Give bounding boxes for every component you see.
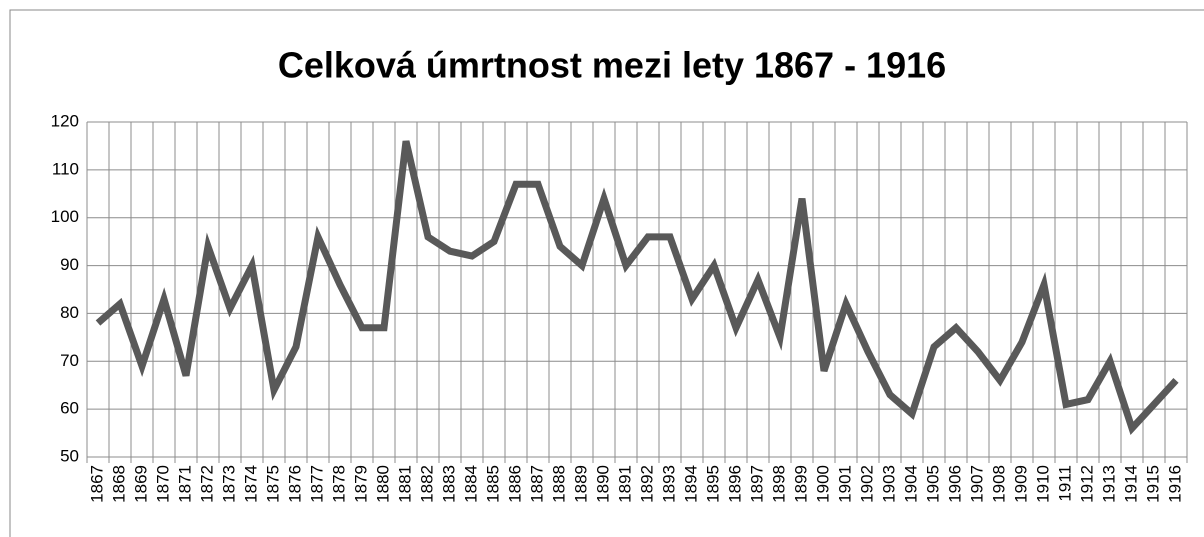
x-tick-label: 1915	[1143, 465, 1162, 503]
x-tick-label: 1909	[1011, 465, 1030, 503]
x-tick-label: 1879	[351, 465, 370, 503]
x-tick-label: 1908	[989, 465, 1008, 503]
x-tick-label: 1886	[505, 465, 524, 503]
x-tick-label: 1878	[329, 465, 348, 503]
x-tick-label: 1916	[1165, 465, 1184, 503]
x-tick-label: 1882	[417, 465, 436, 503]
y-tick-label: 120	[51, 111, 79, 130]
x-tick-label: 1891	[615, 465, 634, 503]
x-tick-label: 1892	[637, 465, 656, 503]
x-tick-label: 1912	[1077, 465, 1096, 503]
x-tick-label: 1874	[241, 465, 260, 503]
x-tick-label: 1872	[197, 465, 216, 503]
data-line	[95, 140, 1179, 436]
x-tick-label: 1903	[879, 465, 898, 503]
x-tick-label: 1905	[923, 465, 942, 503]
x-tick-label: 1889	[571, 465, 590, 503]
y-tick-label: 90	[60, 255, 79, 274]
x-tick-label: 1884	[461, 465, 480, 503]
x-tick-label: 1870	[153, 465, 172, 503]
x-tick-label: 1913	[1099, 465, 1118, 503]
x-tick-label: 1876	[285, 465, 304, 503]
x-tick-label: 1894	[681, 465, 700, 503]
y-tick-label: 80	[60, 303, 79, 322]
x-tick-label: 1902	[857, 465, 876, 503]
x-tick-label: 1869	[131, 465, 150, 503]
x-tick-label: 1871	[175, 465, 194, 503]
x-tick-label: 1910	[1033, 465, 1052, 503]
x-tick-label: 1898	[769, 465, 788, 503]
y-tick-label: 110	[52, 159, 79, 178]
x-tick-label: 1887	[527, 465, 546, 503]
x-tick-label: 1900	[813, 465, 832, 503]
x-tick-label: 1877	[307, 465, 326, 503]
x-tick-label: 1911	[1055, 465, 1074, 502]
chart-title: Celková úmrtnost mezi lety 1867 - 1916	[278, 45, 946, 86]
x-tick-label: 1895	[703, 465, 722, 503]
y-tick-label: 70	[60, 351, 79, 370]
x-tick-label: 1881	[395, 465, 414, 503]
x-tick-label: 1885	[483, 465, 502, 503]
x-tick-label: 1896	[725, 465, 744, 503]
x-tick-label: 1873	[219, 465, 238, 503]
x-tick-label: 1897	[747, 465, 766, 503]
x-tick-label: 1888	[549, 465, 568, 503]
x-tick-label: 1907	[967, 465, 986, 503]
x-tick-label: 1914	[1121, 465, 1140, 503]
x-tick-label: 1868	[109, 465, 128, 503]
chart-frame	[9, 9, 1204, 537]
y-tick-label: 50	[60, 446, 79, 465]
x-tick-label: 1875	[263, 465, 282, 503]
x-tick-label: 1906	[945, 465, 964, 503]
y-tick-label: 60	[60, 399, 79, 418]
x-tick-label: 1867	[87, 465, 106, 503]
x-tick-label: 1890	[593, 465, 612, 503]
x-tick-label: 1883	[439, 465, 458, 503]
x-tick-label: 1893	[659, 465, 678, 503]
x-tick-label: 1901	[835, 465, 854, 503]
x-tick-label: 1880	[373, 465, 392, 503]
x-tick-label: 1899	[791, 465, 810, 503]
x-tick-label: 1904	[901, 465, 920, 503]
y-tick-label: 100	[51, 207, 79, 226]
